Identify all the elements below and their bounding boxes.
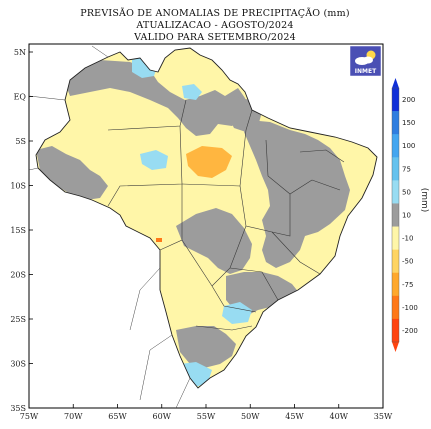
colorbar: 200 150 100 75 50 10 -10 -50 -75 -100 -200 xyxy=(391,78,418,352)
colorbar-segment xyxy=(392,295,399,320)
wet-region-para-north xyxy=(182,84,202,100)
colorbar-label: 150 xyxy=(402,119,415,127)
inmet-logo: INMET xyxy=(349,45,382,77)
colorbar-segment xyxy=(392,249,399,274)
colorbar-label: 50 xyxy=(402,188,411,196)
lat-label: 5S xyxy=(15,137,26,146)
lat-label: 10S xyxy=(10,182,26,191)
lon-label: 60W xyxy=(153,412,172,421)
lat-label: 30S xyxy=(10,360,26,369)
colorbar-border xyxy=(391,87,400,343)
colorbar-segment xyxy=(392,318,399,343)
lon-label: 75W xyxy=(20,412,39,421)
normal-region-northeast xyxy=(244,120,350,268)
colorbar-segment xyxy=(392,157,399,181)
colorbar-segment xyxy=(392,111,399,135)
colorbar-segment xyxy=(392,134,399,158)
colorbar-top-arrow xyxy=(392,78,399,88)
lat-label: 35S xyxy=(10,404,26,413)
normal-region-north xyxy=(60,60,250,136)
normal-region-center xyxy=(176,208,252,274)
lon-label: 40W xyxy=(330,412,349,421)
dry-region-acre-edge xyxy=(156,238,162,242)
colorbar-segment xyxy=(392,272,399,297)
title-line-2: ATUALIZACAO - AGOSTO/2024 xyxy=(135,20,293,31)
colorbar-label: 100 xyxy=(402,142,415,150)
normal-region-south xyxy=(176,326,236,368)
longitude-axis: 75W 70W 65W 60W 55W 50W 45W 40W 35W xyxy=(20,404,393,421)
title-line-3: VALIDO PARA SETEMBRO/2024 xyxy=(133,32,296,43)
lon-label: 45W xyxy=(285,412,304,421)
colorbar-segment xyxy=(392,203,399,227)
wet-region-amazonas xyxy=(140,150,168,170)
colorbar-label: 75 xyxy=(402,165,411,173)
colorbar-label: 10 xyxy=(402,212,411,220)
lon-label: 55W xyxy=(197,412,216,421)
lat-label: 20S xyxy=(10,271,26,280)
latitude-axis: 5N EQ 5S 10S 15S 20S 25S 30S 35S xyxy=(10,48,33,413)
colorbar-unit: (mm) xyxy=(419,188,429,213)
colorbar-label: -100 xyxy=(402,304,418,312)
colorbar-segment xyxy=(392,88,399,112)
dry-region-para xyxy=(186,146,232,178)
lat-label: 5N xyxy=(14,48,26,57)
lat-label: 15S xyxy=(10,226,26,235)
colorbar-label: -200 xyxy=(402,327,418,335)
colorbar-label: -10 xyxy=(402,235,413,243)
colorbar-segment xyxy=(392,226,399,250)
colorbar-label: 200 xyxy=(402,96,415,104)
neighbour-borders xyxy=(28,45,191,409)
logo-text: INMET xyxy=(355,68,377,75)
normal-region-west xyxy=(36,146,108,200)
wet-region-south-parana xyxy=(222,302,252,324)
title-line-1: PREVISÃO DE ANOMALIAS DE PRECIPITAÇÃO (m… xyxy=(80,7,350,19)
colorbar-label: -50 xyxy=(402,258,413,266)
lon-label: 35W xyxy=(374,412,393,421)
lon-label: 50W xyxy=(241,412,260,421)
colorbar-bottom-arrow xyxy=(392,342,399,352)
lat-label: 25S xyxy=(10,315,26,324)
weather-cloud-sun-icon xyxy=(355,50,376,65)
lon-label: 65W xyxy=(108,412,127,421)
colorbar-label: -75 xyxy=(402,281,413,289)
state-boundaries xyxy=(107,99,345,331)
brazil-outline xyxy=(35,47,378,389)
lon-label: 70W xyxy=(64,412,83,421)
lat-label: EQ xyxy=(14,93,27,102)
colorbar-segment xyxy=(392,180,399,204)
